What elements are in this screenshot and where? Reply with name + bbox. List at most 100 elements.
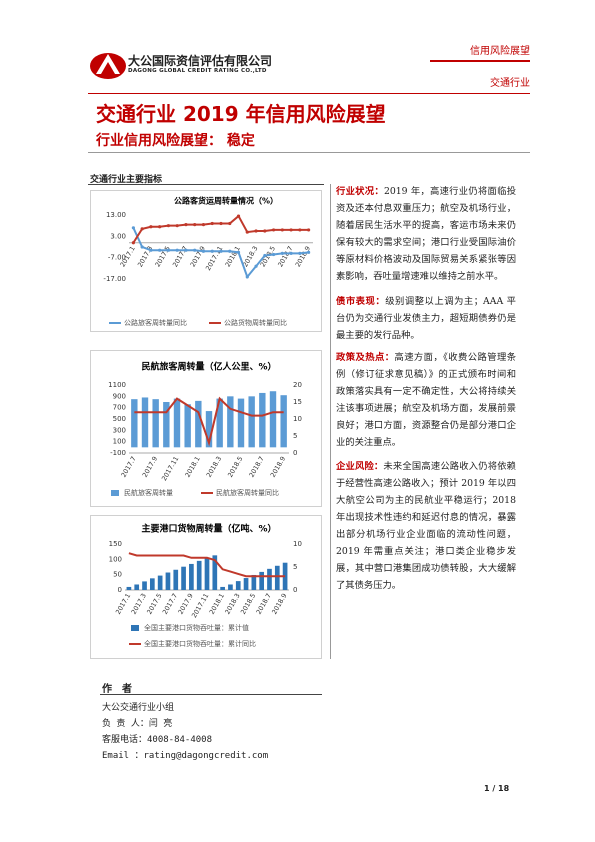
author-team: 大公交通行业小组 — [102, 703, 175, 713]
point — [149, 248, 153, 252]
point — [201, 249, 206, 253]
column-divider — [330, 184, 331, 659]
line — [128, 552, 286, 578]
x-tick-label: 2017.7 — [119, 455, 137, 479]
para-label: 债市表现： — [336, 296, 386, 307]
point — [254, 264, 258, 268]
point — [210, 249, 214, 253]
header-rule — [430, 60, 530, 62]
chart-box: 民航旅客周转量（亿人公里、%） 1100 900 700 500 300 100 -100 2… — [90, 350, 322, 507]
bar — [220, 586, 225, 590]
point — [298, 251, 302, 255]
point — [280, 251, 284, 255]
chart-title: 民航旅客周转量（亿人公里、%） — [141, 361, 276, 373]
subtitle: 行业信用风险展望： 稳定 — [96, 133, 255, 149]
tick-label: 500 — [113, 415, 126, 423]
point — [193, 223, 197, 227]
bar — [184, 404, 191, 448]
tick-label: 13.00 — [106, 211, 126, 219]
bar — [165, 572, 171, 590]
tick-label: -100 — [110, 449, 126, 457]
point — [298, 228, 302, 232]
x-tick-label: 2018.9 — [294, 245, 312, 269]
bar — [248, 396, 255, 448]
point — [184, 223, 188, 227]
logo-icon — [90, 53, 126, 79]
tick-label: 20 — [293, 381, 302, 389]
chart-box: 主要港口货物周转量（亿吨、%） 150 100 50 0 10 5 0 2017.1 2017.… — [90, 515, 322, 659]
bar — [212, 555, 218, 590]
tick-label: 300 — [113, 426, 126, 434]
bar — [181, 566, 186, 590]
point — [271, 252, 276, 257]
point — [140, 245, 144, 249]
point — [131, 226, 135, 230]
tick-label: 3.00 — [110, 232, 126, 240]
tick-label: 5 — [293, 432, 297, 440]
point — [140, 227, 144, 231]
tick-label: 15 — [293, 398, 302, 406]
point — [254, 229, 258, 233]
para-text: 2019 年，高速行业仍将面临投资及还本付息双重压力；航空及机场行业，随着居民生… — [336, 186, 516, 282]
x-tick-label: 2018.9 — [269, 455, 287, 479]
tick-label: 0 — [293, 449, 297, 457]
chart: 公路客货运周转量情况（%） 13.00 3.00 -7.00 -17.00 2017.1… — [103, 196, 313, 327]
bar — [157, 575, 163, 590]
point — [166, 248, 171, 252]
point — [149, 225, 153, 229]
bar — [141, 397, 149, 448]
section-heading: 交通行业主要指标 — [90, 175, 163, 185]
bar — [259, 392, 266, 448]
point — [219, 249, 223, 253]
x-tick-label: 2018.3 — [205, 455, 223, 479]
bar — [131, 399, 138, 448]
bar — [173, 398, 181, 448]
tick-label: 100 — [109, 555, 122, 563]
tick-label: 150 — [109, 540, 122, 548]
x-tick-label: 2018.5 — [226, 455, 244, 479]
bar — [235, 581, 241, 590]
para-text: 高速方面，《收费公路管理条例（修订征求意见稿）》的正式颁布时间和政策落实具有一定… — [336, 352, 516, 448]
paragraph: 政策及热点：高速方面，《收费公路管理条例（修订征求意见稿）》的正式颁布时间和政策… — [336, 349, 516, 451]
point — [307, 250, 311, 254]
point — [219, 221, 223, 226]
bar — [280, 395, 287, 448]
author-phone: 客服电话：4008-84-4008 — [102, 735, 213, 745]
bar — [216, 398, 223, 448]
point — [158, 248, 162, 252]
point — [289, 228, 293, 232]
chart-box: 公路客货运周转量情况（%） 13.00 3.00 -7.00 -17.00 2017.1… — [90, 190, 322, 332]
x-tick-label: 2017.9 — [141, 455, 159, 479]
header-sector: 交通行业 — [490, 78, 530, 89]
bar — [196, 560, 202, 590]
x-tick-label: 2018.7 — [276, 245, 294, 269]
point — [131, 241, 135, 245]
point — [228, 221, 232, 226]
bar — [163, 402, 170, 448]
page-number: 1 / 18 — [484, 784, 510, 793]
para-text: 级别调整以上调为主；AAA 平台仍为交通行业发债主力，超短期债券仍是最主要的发行… — [336, 296, 516, 341]
bar — [251, 574, 257, 590]
point — [280, 228, 284, 232]
chart-title: 公路客货运周转量情况（%） — [174, 196, 278, 206]
company-name: 大公国际资信评估有限公司 — [128, 54, 273, 68]
tick-label: 900 — [113, 392, 126, 400]
point — [201, 223, 206, 227]
tick-label: 1100 — [108, 381, 126, 389]
bar — [173, 569, 179, 590]
line — [134, 396, 284, 447]
legend-label: 公路旅客周转量同比 — [124, 318, 187, 327]
x-tick-label: 2017.7 — [171, 245, 189, 269]
paragraph: 行业状况：2019 年，高速行业仍将面临投资及还本付息双重压力；航空及机场行业，… — [336, 183, 516, 285]
para-label: 企业风险： — [336, 461, 384, 472]
company-name-en: DAGONG GLOBAL CREDIT RATING CO.,LTD — [128, 68, 267, 74]
x-tick-label: 2018.5 — [259, 245, 277, 269]
author-line — [100, 694, 322, 695]
para-label: 政策及热点： — [336, 352, 395, 363]
point — [271, 228, 276, 232]
bar — [205, 411, 213, 448]
bar — [126, 586, 132, 590]
legend-label: 公路货物周转量同比 — [224, 318, 287, 327]
x-tick-label: 2018.9 — [270, 592, 288, 616]
tick-label: -7.00 — [108, 254, 126, 262]
